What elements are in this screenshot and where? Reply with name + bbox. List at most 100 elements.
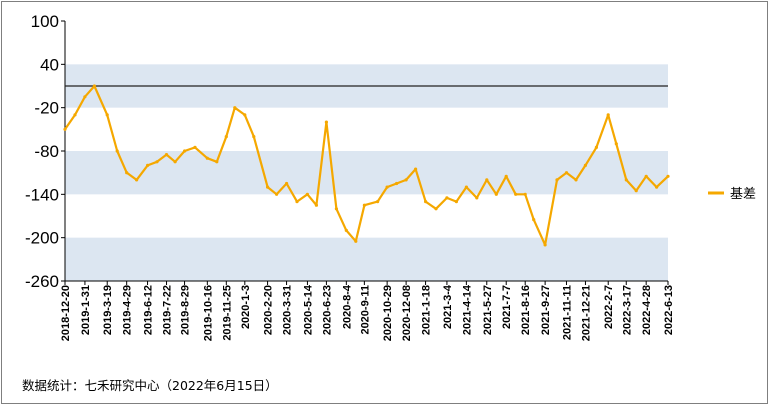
x-tick-label: 2019-4-29 (122, 285, 134, 335)
x-tick-label: 2022-3-17 (621, 285, 633, 335)
data-point (105, 113, 109, 117)
data-point (173, 160, 177, 164)
data-point (504, 174, 508, 178)
data-point (655, 185, 659, 189)
x-tick-label: 2019-8-29 (180, 285, 192, 335)
data-point (233, 106, 237, 110)
data-point (532, 218, 536, 222)
x-tick-label: 2020-5-14 (302, 284, 314, 335)
data-point (464, 185, 468, 189)
data-point (115, 149, 119, 153)
x-tick-label: 2021-5-27 (482, 285, 494, 335)
x-tick-label: 2021-12-21 (580, 285, 592, 341)
data-point (666, 174, 670, 178)
x-tick-label: 2021-7-7 (501, 285, 513, 329)
x-tick-label: 2018-12-20 (60, 285, 72, 341)
y-tick-label: 100 (31, 12, 59, 31)
data-point (183, 149, 187, 153)
data-point (334, 207, 338, 211)
y-tick-label: 40 (40, 55, 59, 74)
legend-label: 基差 (730, 187, 756, 202)
source-note: 数据统计：七禾研究中心（2022年6月15日） (22, 378, 278, 393)
x-tick-label: 2022-2-7 (603, 285, 615, 329)
x-tick-label: 2020-1-3 (240, 285, 252, 329)
x-tick-label: 2021-11-11 (561, 285, 573, 340)
data-point (63, 127, 67, 131)
data-point (285, 181, 289, 186)
data-point (215, 160, 219, 164)
data-point (395, 181, 399, 186)
data-point (385, 185, 389, 189)
data-point (354, 239, 358, 243)
data-point (92, 84, 96, 88)
data-point (155, 160, 159, 164)
data-point (243, 113, 247, 117)
data-point (344, 228, 348, 232)
x-tick-label: 2019-10-16 (202, 285, 214, 341)
x-tick-label: 2019-3-19 (102, 285, 114, 335)
data-point (252, 135, 256, 139)
data-point (475, 196, 479, 200)
data-point (324, 120, 328, 124)
data-point (146, 163, 150, 167)
x-tick-label: 2020-9-11 (359, 285, 371, 335)
data-point (485, 178, 489, 182)
x-tick-label: 2020-6-23 (321, 285, 333, 335)
data-point (376, 200, 380, 204)
data-point (606, 113, 610, 117)
data-point (193, 145, 197, 149)
data-point (454, 200, 458, 204)
x-tick-label: 2021-1-18 (421, 285, 433, 335)
data-point (404, 178, 408, 182)
x-tick-label: 2020-8-4 (341, 284, 353, 329)
data-point (275, 192, 279, 196)
data-point (314, 203, 318, 207)
x-tick-label: 2022-4-28 (641, 285, 653, 335)
data-point (555, 178, 559, 182)
data-point (73, 113, 77, 117)
x-tick-label: 2021-8-16 (520, 285, 532, 335)
data-point (614, 142, 618, 146)
data-point (125, 171, 129, 175)
data-point (634, 189, 638, 193)
y-tick-label: -80 (34, 142, 59, 161)
y-tick-label: -140 (25, 185, 59, 204)
x-tick-label: 2019-7-22 (162, 285, 174, 335)
data-point (266, 185, 270, 189)
x-tick-label: 2019-11-25 (221, 285, 233, 341)
x-tick-label: 2020-3-31 (282, 285, 294, 335)
x-tick-label: 2020-12-08 (401, 285, 413, 341)
x-tick-label: 2019-6-12 (143, 285, 155, 335)
data-point (434, 207, 438, 211)
data-point (514, 192, 518, 196)
data-point (594, 145, 599, 149)
y-tick-label: -20 (34, 99, 59, 118)
background-band-1 (65, 151, 668, 195)
x-tick-label: 2021-4-14 (461, 284, 473, 335)
x-tick-label: 2020-10-29 (382, 285, 394, 341)
data-point (83, 95, 87, 99)
data-point (543, 243, 547, 247)
y-tick-label: -260 (25, 272, 59, 291)
data-point (564, 171, 569, 175)
data-point (424, 200, 428, 204)
x-tick-label: 2019-1-31 (80, 285, 92, 335)
data-point (523, 192, 527, 196)
data-point (295, 200, 299, 204)
data-point (135, 178, 139, 182)
data-point (224, 135, 228, 139)
data-point (574, 178, 578, 182)
x-tick-label: 2021-3-4 (442, 284, 454, 329)
x-tick-label: 2021-9-27 (540, 285, 552, 335)
background-band-2 (65, 237, 668, 281)
data-point (624, 178, 628, 182)
data-point (205, 156, 209, 160)
data-point (644, 174, 648, 178)
data-point (305, 192, 309, 196)
data-point (583, 163, 588, 167)
data-point (414, 167, 418, 171)
data-point (164, 153, 169, 157)
y-tick-label: -200 (25, 229, 59, 248)
